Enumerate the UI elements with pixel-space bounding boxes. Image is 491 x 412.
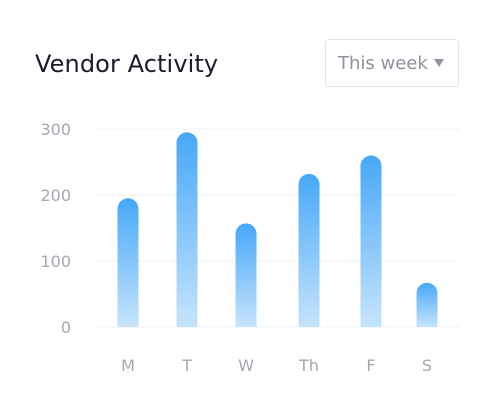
bar-m[interactable] — [117, 198, 139, 327]
bar-s[interactable] — [416, 282, 438, 327]
y-tick-label: 200 — [40, 186, 71, 205]
x-tick-label: F — [366, 356, 375, 375]
period-dropdown-value: This week — [338, 53, 428, 74]
bar-f[interactable] — [360, 155, 382, 327]
chart-title: Vendor Activity — [35, 50, 219, 78]
chevron-down-icon — [434, 59, 444, 67]
y-tick-label: 300 — [40, 120, 71, 139]
x-tick-label: S — [422, 356, 432, 375]
bar-w[interactable] — [235, 223, 257, 327]
x-tick-label: Th — [298, 356, 319, 375]
x-tick-label: M — [121, 356, 135, 375]
bar-th[interactable] — [298, 173, 320, 327]
bar-t[interactable] — [176, 132, 198, 327]
x-tick-label: T — [181, 356, 192, 375]
period-dropdown[interactable]: This week — [325, 39, 459, 87]
y-tick-label: 100 — [40, 252, 71, 271]
x-tick-label: W — [238, 356, 254, 375]
y-tick-label: 0 — [61, 318, 71, 337]
